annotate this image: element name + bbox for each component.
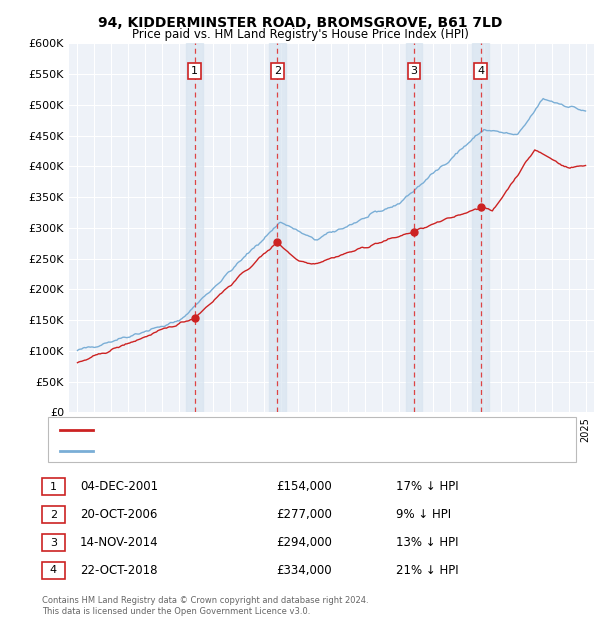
Text: 94, KIDDERMINSTER ROAD, BROMSGROVE, B61 7LD (detached house): 94, KIDDERMINSTER ROAD, BROMSGROVE, B61 …	[99, 425, 465, 435]
Text: 4: 4	[50, 565, 57, 575]
Text: 14-NOV-2014: 14-NOV-2014	[80, 536, 158, 549]
Bar	[186, 43, 203, 412]
Text: 94, KIDDERMINSTER ROAD, BROMSGROVE, B61 7LD: 94, KIDDERMINSTER ROAD, BROMSGROVE, B61 …	[98, 16, 502, 30]
Text: 2: 2	[50, 510, 57, 520]
Text: 3: 3	[50, 538, 57, 547]
Text: 17% ↓ HPI: 17% ↓ HPI	[396, 480, 458, 493]
Text: 2: 2	[274, 66, 281, 76]
Bar	[406, 43, 422, 412]
Text: 1: 1	[50, 482, 57, 492]
Text: £334,000: £334,000	[276, 564, 332, 577]
Text: 20-OCT-2006: 20-OCT-2006	[80, 508, 157, 521]
Text: £154,000: £154,000	[276, 480, 332, 493]
Text: £277,000: £277,000	[276, 508, 332, 521]
Text: 4: 4	[477, 66, 484, 76]
Text: 9% ↓ HPI: 9% ↓ HPI	[396, 508, 451, 521]
Bar	[472, 43, 489, 412]
Text: 04-DEC-2001: 04-DEC-2001	[80, 480, 158, 493]
Text: 21% ↓ HPI: 21% ↓ HPI	[396, 564, 458, 577]
Text: HPI: Average price, detached house, Bromsgrove: HPI: Average price, detached house, Brom…	[99, 446, 355, 456]
Text: 3: 3	[410, 66, 418, 76]
Text: £294,000: £294,000	[276, 536, 332, 549]
Text: 22-OCT-2018: 22-OCT-2018	[80, 564, 157, 577]
Text: Price paid vs. HM Land Registry's House Price Index (HPI): Price paid vs. HM Land Registry's House …	[131, 28, 469, 41]
Text: 1: 1	[191, 66, 198, 76]
Text: Contains HM Land Registry data © Crown copyright and database right 2024.
This d: Contains HM Land Registry data © Crown c…	[42, 596, 368, 616]
Bar	[269, 43, 286, 412]
Text: 13% ↓ HPI: 13% ↓ HPI	[396, 536, 458, 549]
